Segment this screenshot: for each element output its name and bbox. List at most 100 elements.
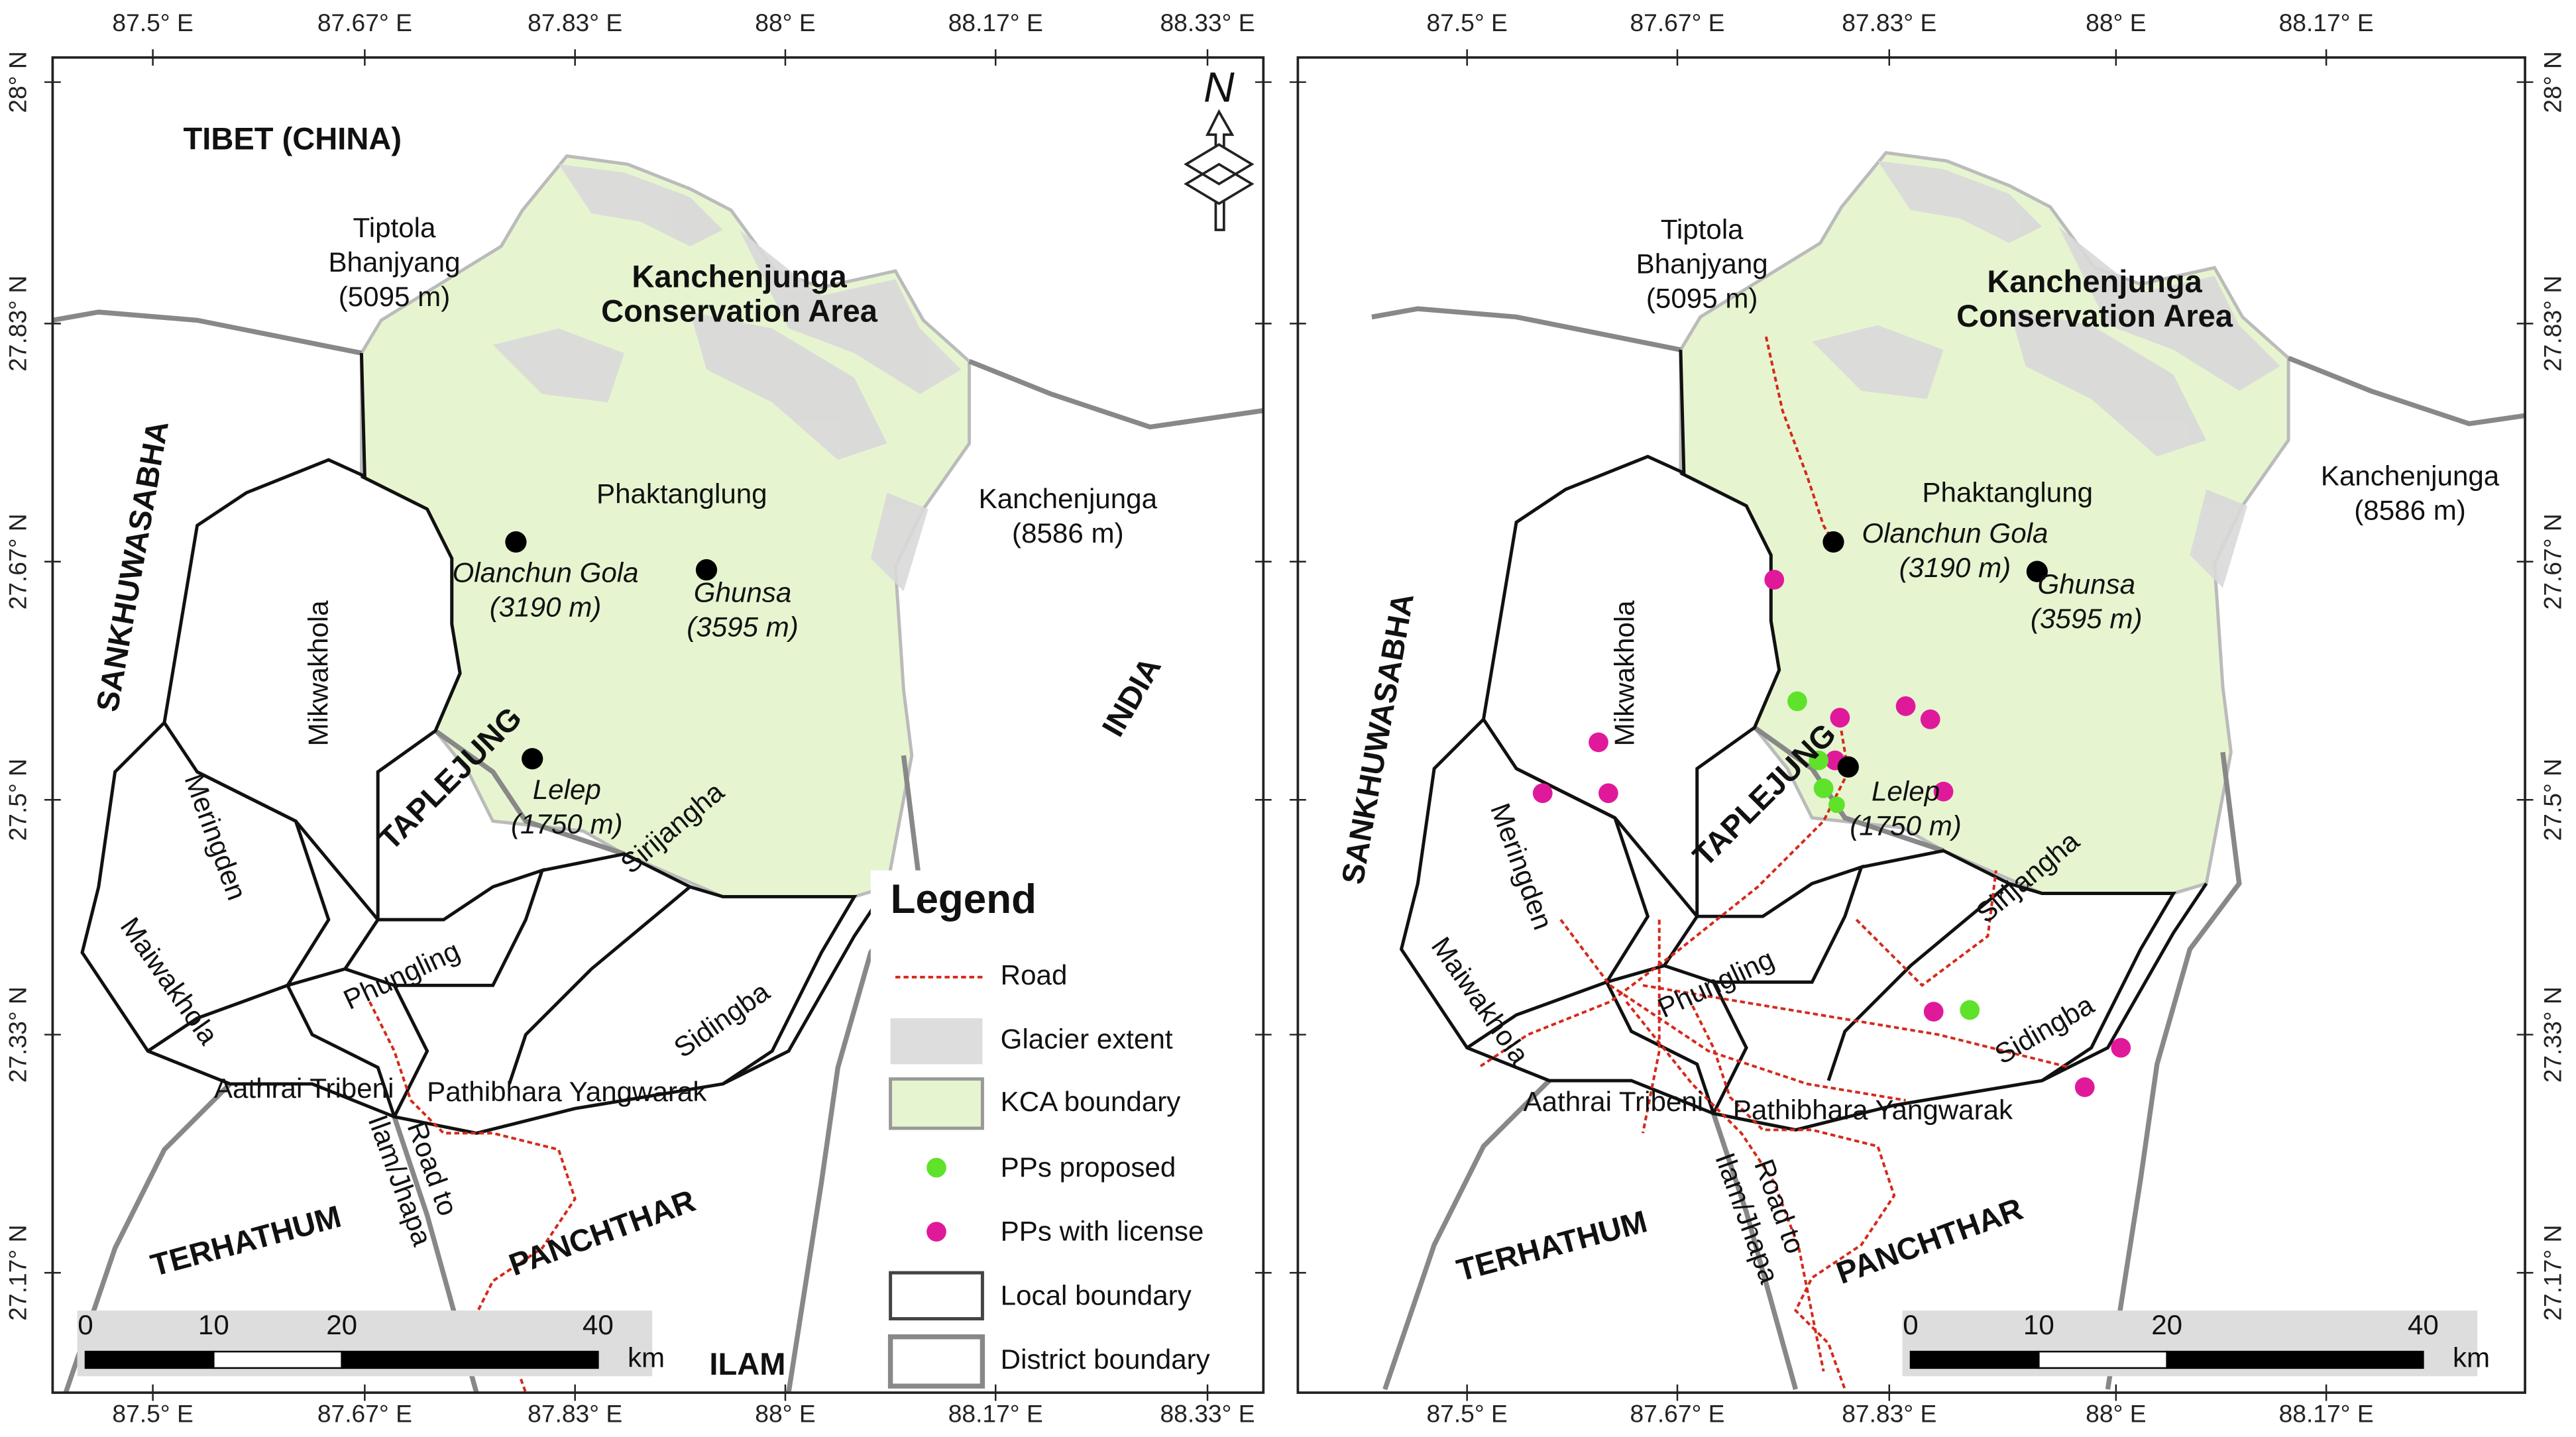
label-line: Lelep <box>533 774 601 805</box>
lat-label: 27.67° N <box>2539 513 2567 610</box>
lat-label: 27.83° N <box>2539 276 2567 372</box>
place-label: Kanchenjunga Conservation Area <box>1956 264 2233 333</box>
label-line: Bhanjyang <box>1636 248 1768 280</box>
lon-label: 87.5° E <box>112 1400 193 1428</box>
lon-label: 87.67° E <box>1630 1400 1724 1428</box>
label-line: (1750 m) <box>1850 810 1962 841</box>
scale-segment <box>1909 1350 2040 1369</box>
place-label: Lelep (1750 m) <box>1850 775 1962 841</box>
place-label: TERHATHUM <box>147 1198 345 1283</box>
legend-title: Legend <box>891 877 1036 922</box>
place-label: SANKHUWASABHA <box>89 418 175 714</box>
legend-label: Road <box>1001 959 1068 990</box>
lon-label: 87.83° E <box>1842 9 1936 36</box>
label-line: Kanchenjunga <box>632 259 847 294</box>
label-line: Olanchun Gola <box>453 557 639 588</box>
place-label: Ghunsa (3595 m) <box>2031 568 2143 634</box>
right-map <box>1372 153 2576 1390</box>
place-label: Pathibhara Yangwarak <box>427 1076 707 1107</box>
label-line: (3595 m) <box>2031 603 2143 634</box>
label-line: Conservation Area <box>1956 298 2233 333</box>
scale-label: 0 <box>1903 1309 1918 1340</box>
left-place-dots <box>505 531 718 770</box>
place-label: Road toIlam/Jhapa <box>362 1099 471 1250</box>
place-label: Phaktanglung <box>1922 476 2093 507</box>
lon-label: 88.33° E <box>1160 1400 1255 1428</box>
lon-label: 88° E <box>755 9 815 36</box>
lat-label: 27.17° N <box>4 1225 32 1321</box>
label-line: (8586 m) <box>1012 517 1124 549</box>
place-label: Kanchenjunga (8586 m) <box>979 483 1158 549</box>
label-line: (8586 m) <box>2354 495 2466 526</box>
lat-label: 27.83° N <box>4 276 32 372</box>
north-label: N <box>1204 64 1235 111</box>
legend-glacier <box>890 1018 983 1065</box>
label-line: Conservation Area <box>601 293 878 329</box>
place-label: PANCHTHAR <box>504 1183 700 1283</box>
scale-label: 10 <box>198 1309 229 1340</box>
place-label: Ghunsa (3595 m) <box>687 576 799 642</box>
lon-label: 88.17° E <box>2279 9 2374 36</box>
lat-label: 28° N <box>2539 51 2567 113</box>
lon-label: 88° E <box>2086 1400 2146 1428</box>
label-line: (5095 m) <box>1646 283 1758 314</box>
lat-label: 27.33° N <box>4 986 32 1083</box>
place-label: Sidingba <box>668 975 775 1063</box>
legend-label: Glacier extent <box>1001 1024 1173 1055</box>
lon-label: 87.5° E <box>1427 9 1508 36</box>
place-label: INDIA <box>1095 651 1168 742</box>
place-label: SANKHUWASABHA <box>1335 590 1420 886</box>
place-label: ILAM <box>709 1346 785 1381</box>
lat-label: 27.33° N <box>2539 986 2567 1083</box>
scale-label: 20 <box>2151 1309 2182 1340</box>
label-line: (5095 m) <box>339 281 451 312</box>
scale-segment <box>213 1350 343 1369</box>
scale-label: 20 <box>326 1309 357 1340</box>
label-line: (3595 m) <box>687 612 799 643</box>
place-label: Kanchenjunga Conservation Area <box>601 259 878 329</box>
place-label: Sidingba <box>1989 988 2100 1070</box>
left-frame <box>51 56 1265 1394</box>
lat-label: 27.5° N <box>4 759 32 841</box>
label-line: (3190 m) <box>490 592 602 623</box>
scale-label: 10 <box>2023 1309 2054 1340</box>
place-label: Pathibhara Yangwarak <box>1733 1094 2013 1125</box>
lon-label: 88.17° E <box>2279 1400 2374 1428</box>
legend-district <box>887 1334 985 1389</box>
label-line: Tiptola <box>353 212 436 243</box>
scale-label: 40 <box>2408 1309 2439 1340</box>
lat-label: 28° N <box>4 51 32 113</box>
lon-label: 87.67° E <box>317 9 412 36</box>
lat-label: 27.17° N <box>2539 1225 2567 1321</box>
place-label: Aathrai Tribeni <box>214 1073 394 1104</box>
lon-label: 87.83° E <box>528 1400 622 1428</box>
place-label: Meringden <box>1484 799 1559 933</box>
place-label: Lelep (1750 m) <box>511 774 623 839</box>
label-line: Kanchenjunga <box>979 483 1158 514</box>
scale-unit: km <box>2453 1342 2490 1373</box>
label-line: (3190 m) <box>1899 552 2011 583</box>
scale-unit: km <box>628 1342 665 1373</box>
legend-local <box>889 1271 984 1321</box>
legend: Legend <box>870 870 1262 1391</box>
north-arrow: N <box>1184 64 1255 231</box>
lon-label: 88.17° E <box>948 1400 1043 1428</box>
label-line: Tiptola <box>1661 214 1744 245</box>
pp-markers <box>1532 531 2131 1097</box>
place-label: Olanchun Gola (3190 m) <box>1862 517 2048 583</box>
place-label: Maiwakhola <box>1426 931 1536 1071</box>
lon-label: 88.17° E <box>948 9 1043 36</box>
lon-label: 87.67° E <box>317 1400 412 1428</box>
scale-segment <box>2166 1350 2424 1369</box>
legend-label: KCA boundary <box>1001 1086 1181 1117</box>
place-label: PANCHTHAR <box>1832 1191 2027 1291</box>
scale-segment <box>341 1350 599 1369</box>
place-label: Mikwakhola <box>303 600 334 747</box>
label-line: Kanchenjunga <box>1987 264 2202 299</box>
lat-label: 27.5° N <box>2539 759 2567 841</box>
place-label: Kanchenjunga (8586 m) <box>2321 460 2500 525</box>
place-label: Tiptola Bhanjyang (5095 m) <box>1636 214 1768 314</box>
place-label: Maiwakhola <box>115 912 225 1051</box>
place-label: TERHATHUM <box>1453 1203 1650 1287</box>
